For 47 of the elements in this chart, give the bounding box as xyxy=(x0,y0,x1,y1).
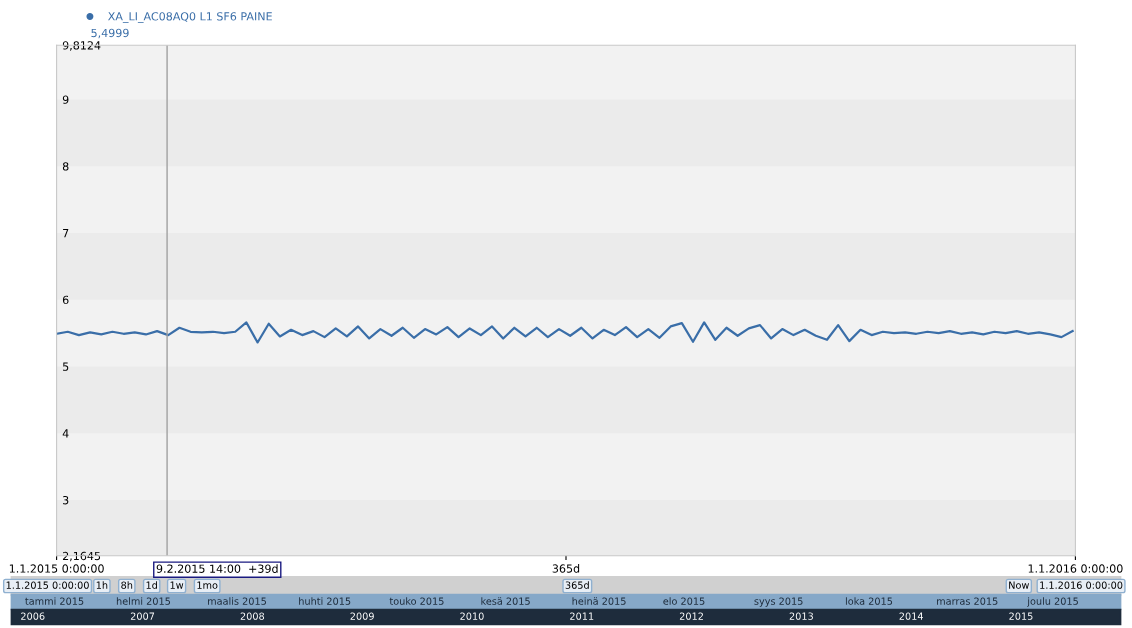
text: heinä 2015 xyxy=(572,597,626,605)
text: 2014 xyxy=(899,612,924,620)
y-tick-label: 9 xyxy=(62,95,69,104)
text: 1.1.2015 0:00:00 xyxy=(6,581,89,589)
text: 1w xyxy=(170,581,184,589)
text: tammi 2015 xyxy=(25,597,84,605)
text: 2009 xyxy=(350,612,374,620)
text: 5,4999 xyxy=(91,28,129,39)
y-tick-label: 9,8124 xyxy=(62,41,101,51)
line-series xyxy=(56,321,1074,344)
text: 2012 xyxy=(679,612,703,620)
ref-line-label: 9.2.2015 14:00 +39d xyxy=(156,564,278,573)
text: touko 2015 xyxy=(389,597,444,605)
text: 2006 xyxy=(21,612,45,620)
text: syys 2015 xyxy=(754,597,803,607)
text: 2008 xyxy=(240,612,265,620)
text: 365d xyxy=(565,581,589,589)
text: 1mo xyxy=(197,581,218,589)
text: 2013 xyxy=(789,612,813,620)
x-tick-label: 365d xyxy=(552,564,580,573)
y-tick-label: 4 xyxy=(62,429,69,438)
y-tick-label: 5 xyxy=(63,362,69,371)
text: 2011 xyxy=(570,612,594,620)
x-tick-label: 1.1.2015 0:00:00 xyxy=(9,564,104,573)
legend-label: XA_LI_AC08AQ0 L1 SF6 PAINE xyxy=(108,12,272,23)
y-tick-label: 8 xyxy=(62,162,69,171)
text: helmi 2015 xyxy=(116,597,171,605)
text: elo 2015 xyxy=(663,597,705,605)
y-tick-label: 3 xyxy=(63,495,69,505)
text: 1h xyxy=(96,581,108,589)
y-tick-label: 6 xyxy=(62,295,69,305)
text: joulu 2015 xyxy=(1027,597,1078,607)
text: 2015 xyxy=(1009,612,1033,620)
text: marras 2015 xyxy=(937,597,998,605)
text: 1d xyxy=(146,581,157,589)
text: 2007 xyxy=(130,612,155,620)
y-tick-label: 2,1645 xyxy=(62,551,101,562)
text: kesä 2015 xyxy=(481,597,530,605)
text: Now xyxy=(1009,581,1029,589)
text: 8h xyxy=(121,581,133,589)
y-tick-label: 7 xyxy=(63,229,69,238)
text: maalis 2015 xyxy=(208,597,266,605)
text: 1.1.2016 0:00:00 xyxy=(1040,581,1123,589)
x-tick-label: 1.1.2016 0:00:00 xyxy=(1028,564,1123,573)
text: 2010 xyxy=(460,612,484,620)
text: loka 2015 xyxy=(845,597,893,605)
text: huhti 2015 xyxy=(299,597,351,605)
